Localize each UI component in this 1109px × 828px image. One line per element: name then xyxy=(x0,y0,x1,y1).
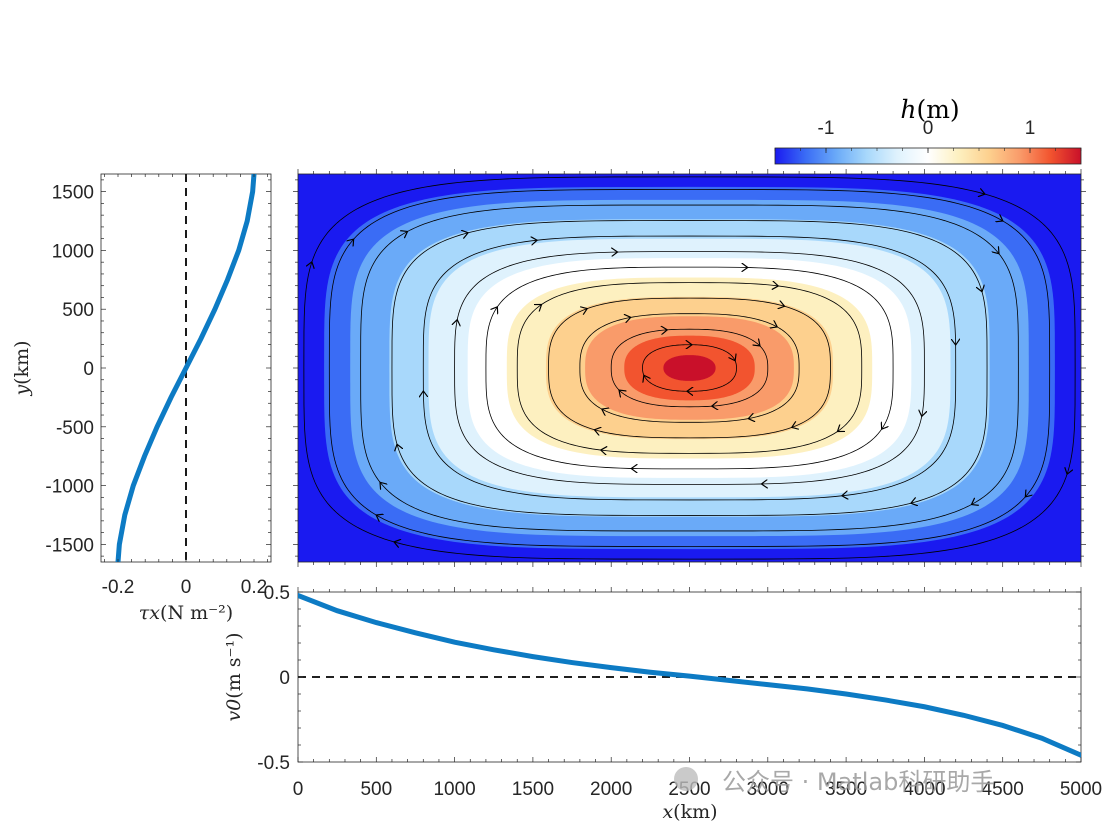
wind-stress-xlabel-symbol: τx xyxy=(139,602,161,624)
wind-stress-ytick-label: 500 xyxy=(62,300,94,321)
velocity-xtick-label: 0 xyxy=(293,779,304,800)
colorbar: h(m) -1 0 1 xyxy=(774,95,1082,165)
velocity-ylabel: v0(m s⁻¹) xyxy=(223,632,245,721)
velocity-panel: -0.500.505001000150020002500300035004000… xyxy=(223,583,1102,823)
contour-fill xyxy=(298,174,1081,562)
colorbar-tick-label: -1 xyxy=(818,118,835,139)
wind-stress-xtick-label: -0.2 xyxy=(102,577,135,598)
velocity-ytick-label: -0.5 xyxy=(257,753,290,774)
velocity-ylabel-unit: (m s⁻¹) xyxy=(223,632,245,698)
watermark: 公众号 · Matlab科研助手 xyxy=(674,767,994,796)
watermark-text: 公众号 · Matlab科研助手 xyxy=(722,768,994,796)
streamline xyxy=(422,235,957,501)
velocity-curve xyxy=(298,592,1081,758)
velocity-tick-labels: -0.500.505001000150020002500300035004000… xyxy=(257,583,1102,800)
contour-band xyxy=(663,355,716,381)
colorbar-title-symbol: h xyxy=(900,95,916,124)
contour-axes-ticks xyxy=(293,169,1086,567)
streamline xyxy=(485,266,894,470)
velocity-xtick-label: 500 xyxy=(360,779,392,800)
streamline xyxy=(516,282,863,454)
wind-stress-ytick-label: -1000 xyxy=(45,477,94,498)
colorbar-ticks: -1 0 1 xyxy=(774,118,1082,153)
velocity-ytick-label: 0.5 xyxy=(264,583,290,604)
wind-stress-ytick-label: 1500 xyxy=(52,183,94,204)
wind-stress-ticks xyxy=(101,174,271,562)
wind-stress-ytick-label: -1500 xyxy=(45,535,94,556)
colorbar-title: h(m) xyxy=(900,95,959,124)
colorbar-tick-label: 0 xyxy=(923,118,934,139)
watermark-logo-icon xyxy=(674,767,698,791)
wind-stress-xtick-label: 0.2 xyxy=(241,577,267,598)
velocity-xtick-label: 3000 xyxy=(747,779,789,800)
streamline xyxy=(454,251,925,485)
wind-stress-ylabel-unit: (km) xyxy=(11,340,33,384)
velocity-xtick-label: 4500 xyxy=(982,779,1024,800)
wind-stress-ylabel-symbol: y xyxy=(11,385,33,397)
wind-stress-curve xyxy=(115,174,257,562)
wind-stress-xlabel: τx(N m⁻²) xyxy=(139,602,233,624)
wind-stress-ytick-label: -500 xyxy=(56,418,94,439)
velocity-ticks xyxy=(297,587,1082,763)
velocity-xlabel-symbol: x xyxy=(662,801,673,823)
velocity-xlabel-unit: (km) xyxy=(673,801,717,823)
velocity-xtick-label: 4000 xyxy=(903,779,945,800)
streamline xyxy=(610,328,769,408)
velocity-xtick-label: 1500 xyxy=(512,779,554,800)
contour-panel xyxy=(293,169,1086,567)
velocity-xtick-label: 1000 xyxy=(433,779,475,800)
wind-stress-ytick-label: 0 xyxy=(83,359,94,380)
velocity-xlabel: x(km) xyxy=(662,801,717,823)
colorbar-tick-label: 1 xyxy=(1025,118,1036,139)
velocity-ytick-label: 0 xyxy=(279,668,290,689)
wind-stress-panel: -1500 -1000 -500 0 500 1000 1500 -0.2 0 0.2 y(km)… xyxy=(11,173,272,624)
velocity-xtick-label: 2000 xyxy=(590,779,632,800)
wind-stress-xlabel-unit: (N m⁻²) xyxy=(160,602,233,624)
velocity-ylabel-symbol: v0 xyxy=(223,699,245,722)
velocity-xtick-label: 5000 xyxy=(1060,779,1102,800)
colorbar-title-unit: (m) xyxy=(916,95,959,124)
streamline xyxy=(360,204,1019,532)
streamline xyxy=(303,176,1076,560)
streamline xyxy=(579,313,800,423)
wind-stress-ytick-label: 1000 xyxy=(52,241,94,262)
streamline xyxy=(391,220,988,516)
streamline xyxy=(642,344,737,392)
velocity-xtick-label: 3500 xyxy=(825,779,867,800)
streamline xyxy=(328,189,1051,547)
wind-stress-xtick-label: 0 xyxy=(181,577,192,598)
wind-stress-ylabel: y(km) xyxy=(11,340,33,396)
streamlines xyxy=(303,176,1076,560)
wind-stress-tick-labels: -1500 -1000 -500 0 500 1000 1500 -0.2 0 0.2 xyxy=(45,183,267,598)
